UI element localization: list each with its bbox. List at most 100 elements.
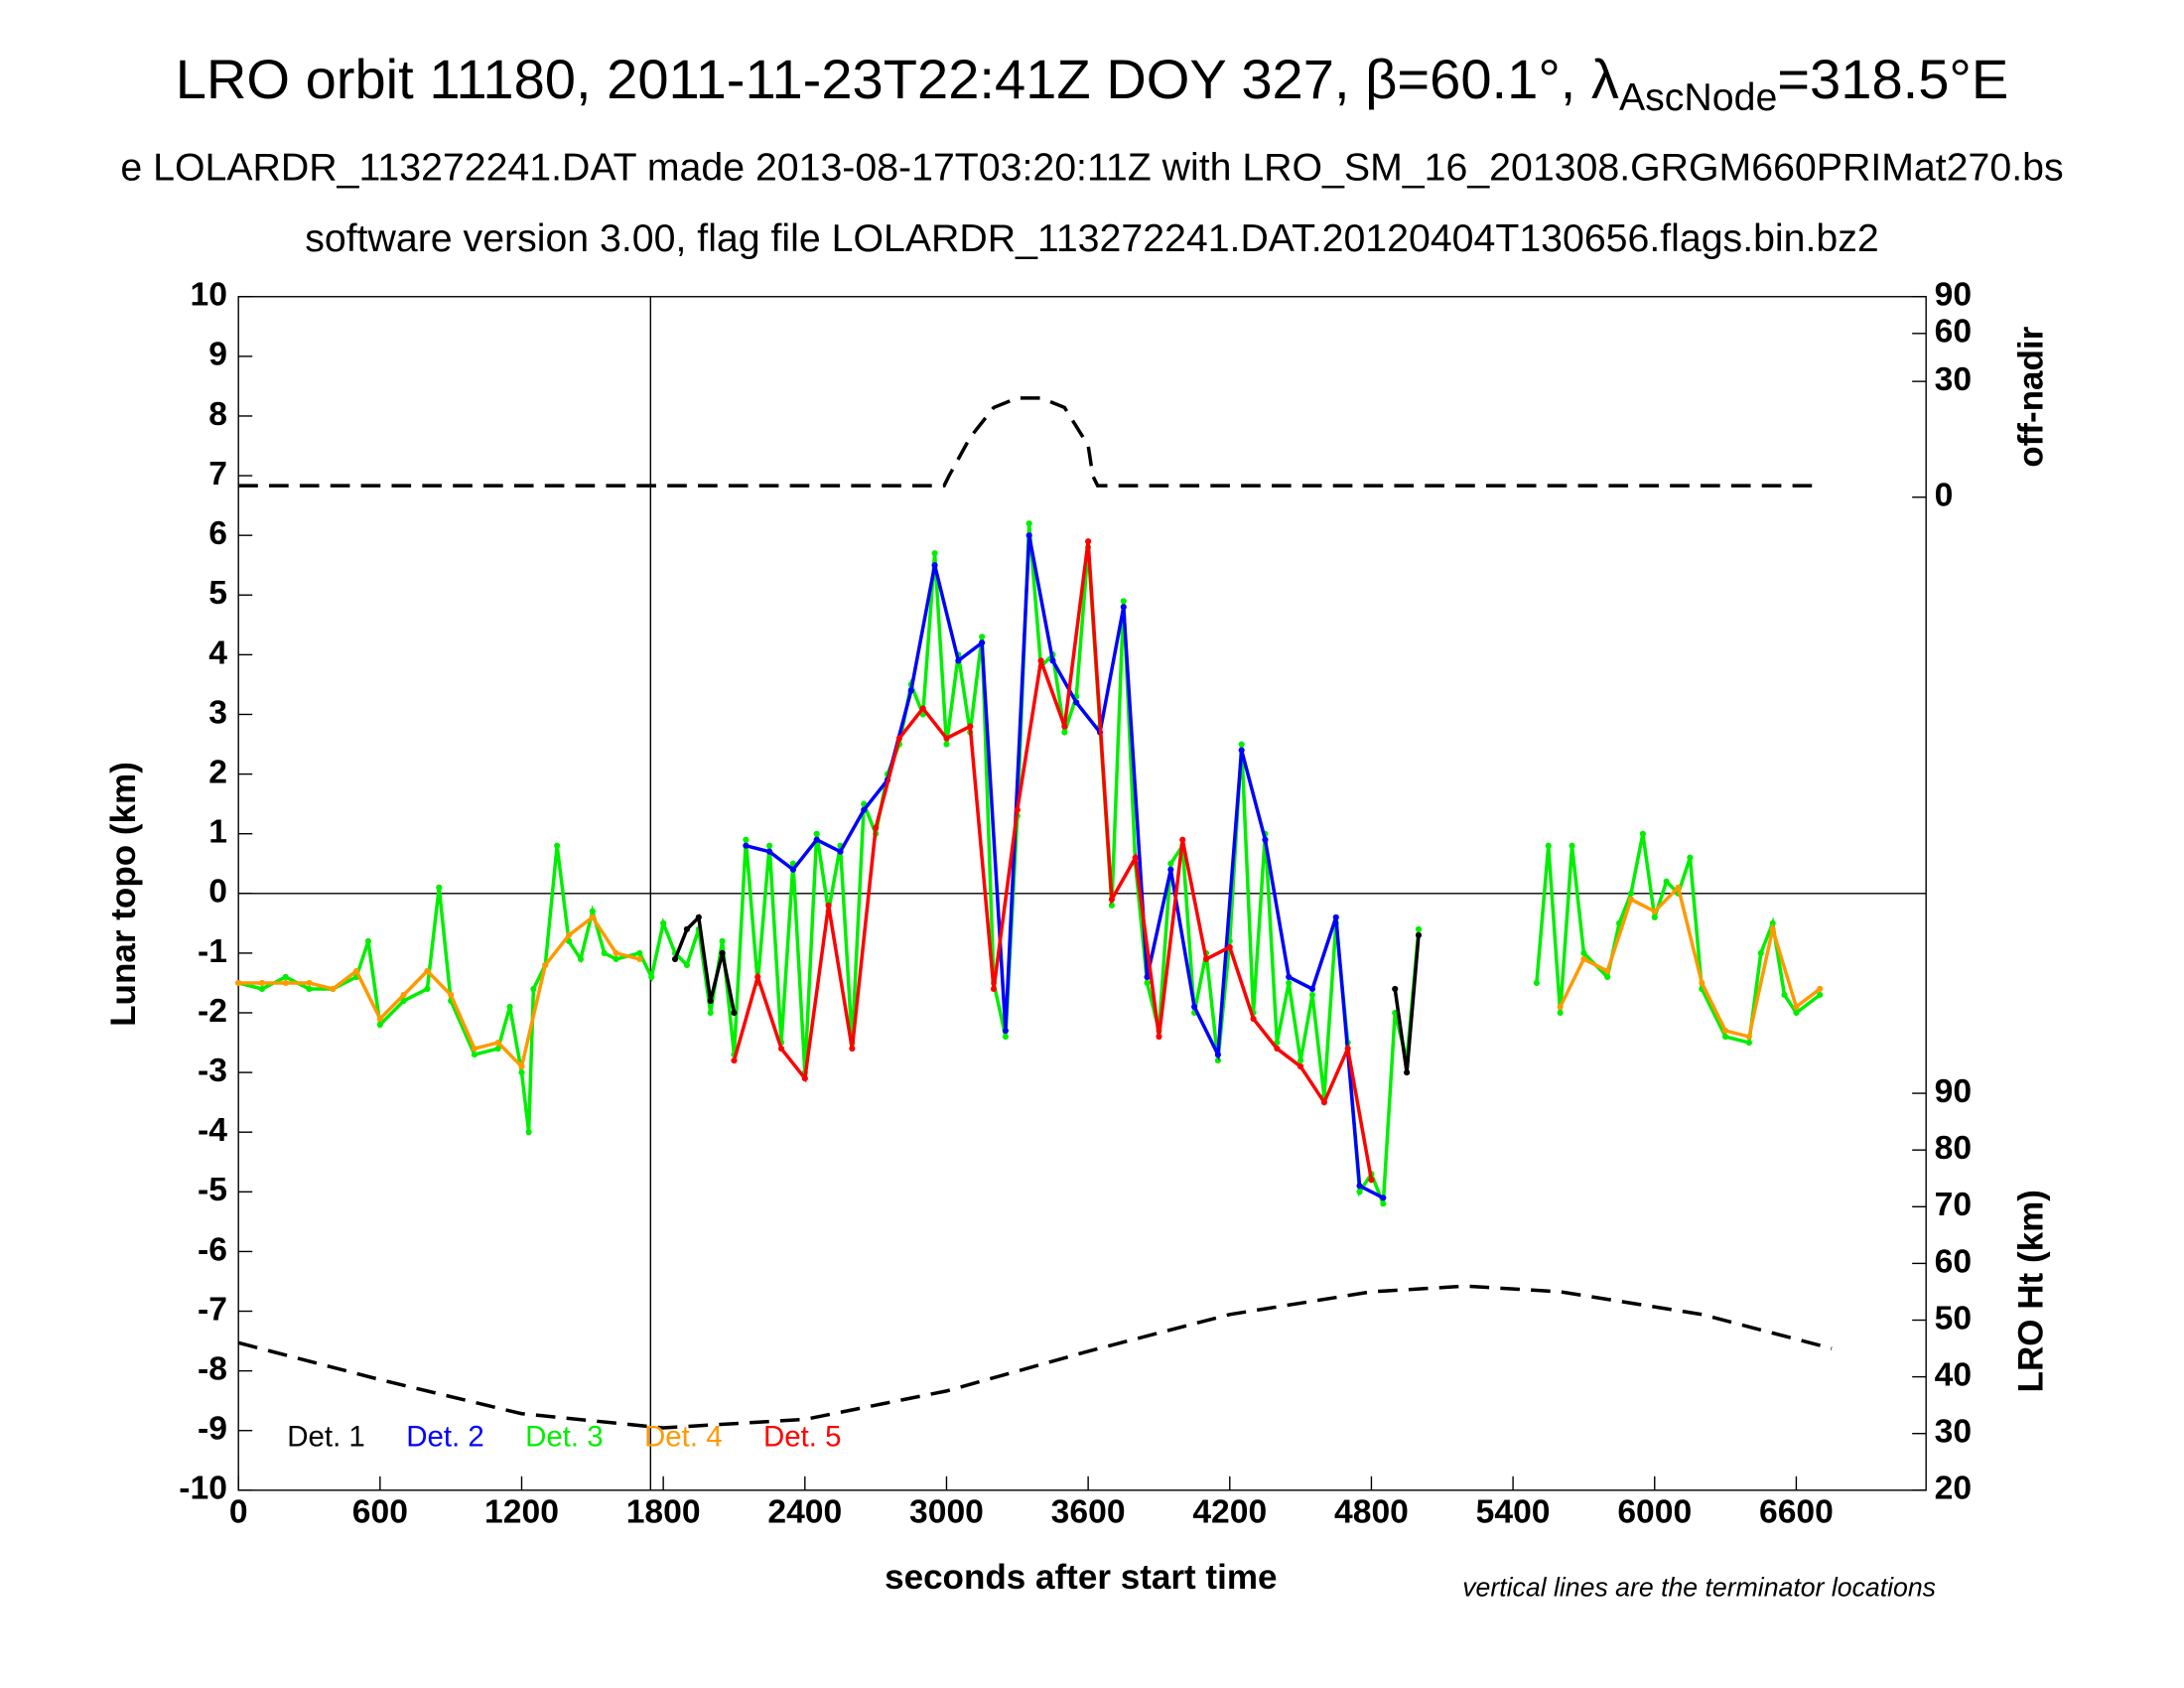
detector-point xyxy=(1557,1003,1564,1011)
detector-point xyxy=(530,985,537,993)
detector-point xyxy=(943,741,950,748)
detector-point xyxy=(683,925,691,932)
detector-point xyxy=(825,902,832,909)
detector-point xyxy=(789,866,797,873)
detector-point xyxy=(601,949,608,956)
detector-point xyxy=(1167,860,1174,867)
y-tick-label: -6 xyxy=(198,1231,227,1268)
detector-point xyxy=(895,735,903,742)
x-tick-label: 5400 xyxy=(1476,1494,1551,1531)
detector-point xyxy=(1817,985,1824,993)
detector-point xyxy=(1639,830,1646,837)
detector-point xyxy=(683,961,691,969)
detector-point xyxy=(613,955,619,962)
y-tick-label: 4 xyxy=(208,634,227,671)
detector-point xyxy=(1769,925,1776,932)
y-tick-label: 7 xyxy=(208,456,227,492)
detector-point xyxy=(525,1129,532,1136)
detector-point xyxy=(364,937,372,944)
detector-point xyxy=(1226,943,1233,950)
y-tick-label: -1 xyxy=(198,933,227,970)
detector-point xyxy=(1721,1033,1729,1041)
detector-point xyxy=(943,735,950,742)
legend-entry: Det. 1 xyxy=(287,1421,365,1454)
detector-point xyxy=(448,991,455,999)
detector-trace xyxy=(745,534,1385,1199)
detector-point xyxy=(743,836,750,843)
detector-point xyxy=(1745,1033,1752,1041)
detector-point xyxy=(1320,1099,1327,1106)
legend-entry: Det. 2 xyxy=(406,1421,484,1454)
detector-point xyxy=(471,1045,478,1053)
detector-point xyxy=(1144,979,1151,987)
title-main: LRO orbit 11180, 2011-11-23T22:41Z DOY 3… xyxy=(176,48,1619,110)
detector-point xyxy=(1404,1069,1411,1076)
detector-point xyxy=(731,1056,738,1064)
x-tick-label: 600 xyxy=(352,1494,408,1531)
detector-point xyxy=(1156,1033,1162,1041)
detector-point xyxy=(565,931,573,938)
detector-point xyxy=(352,967,360,975)
y2-tick-label: 30 xyxy=(1935,361,1972,398)
x-tick-label: 1800 xyxy=(626,1494,701,1531)
detector-point xyxy=(1202,955,1210,962)
detector-point xyxy=(424,985,431,993)
subtitle: software version 3.00, flag file LOLARDR… xyxy=(305,216,1878,260)
detector-point xyxy=(837,848,844,855)
detector-point xyxy=(1308,991,1316,999)
detector-point xyxy=(589,914,596,920)
detector-point xyxy=(1238,741,1245,748)
detector-point xyxy=(494,1045,501,1053)
detector-point xyxy=(707,1009,714,1017)
detector-point xyxy=(1356,1183,1363,1190)
subtitle: e LOLARDR_113272241.DAT made 2013-08-17T… xyxy=(120,145,2063,189)
detector-point xyxy=(1002,1033,1009,1041)
detector-trace xyxy=(237,523,1421,1204)
detector-point xyxy=(1286,973,1293,981)
detector-point xyxy=(1179,836,1186,843)
y-tick-label: 9 xyxy=(208,337,227,373)
detector-point xyxy=(1533,979,1540,987)
detector-point xyxy=(1651,914,1658,920)
x-tick-label: 3600 xyxy=(1051,1494,1126,1531)
detector-point xyxy=(1356,1189,1363,1196)
legend-entry: Det. 3 xyxy=(525,1421,604,1454)
y-tick-label: -10 xyxy=(179,1471,227,1507)
y-tick-label: -7 xyxy=(198,1291,227,1328)
legend-entry: Det. 5 xyxy=(763,1421,842,1454)
detector-point xyxy=(613,949,619,956)
y3-tick-label: 40 xyxy=(1935,1357,1972,1394)
detector-point xyxy=(766,842,773,849)
y-tick-label: -3 xyxy=(198,1053,227,1089)
y3-tick-label: 70 xyxy=(1935,1187,1972,1223)
detector-point xyxy=(919,705,926,712)
x-tick-label: 6600 xyxy=(1759,1494,1834,1531)
detector-point xyxy=(1415,925,1423,932)
y2-axis-label: off-nadir xyxy=(2011,326,2050,467)
detector-point xyxy=(648,973,655,981)
detector-point xyxy=(554,842,561,849)
detector-point xyxy=(1616,919,1623,926)
detector-point xyxy=(1604,967,1611,975)
detector-point xyxy=(330,985,337,993)
detector-point xyxy=(1721,1027,1729,1035)
detector-point xyxy=(931,550,938,557)
detector-point xyxy=(1415,931,1423,938)
detector-point xyxy=(979,633,986,640)
detector-point xyxy=(1569,842,1575,849)
detector-point xyxy=(636,955,643,962)
detector-point xyxy=(424,967,431,975)
detector-point xyxy=(731,1009,738,1017)
detector-trace xyxy=(732,540,1374,1181)
detector-point xyxy=(258,985,266,993)
legend-entry: Det. 4 xyxy=(644,1421,723,1454)
y3-tick-label: 20 xyxy=(1935,1471,1972,1507)
detector-point xyxy=(1214,1051,1221,1058)
y-tick-label: 10 xyxy=(191,277,227,314)
detector-point xyxy=(1817,991,1824,999)
detector-point xyxy=(719,937,726,944)
detector-point xyxy=(967,723,974,730)
detector-point xyxy=(1191,1003,1198,1011)
detector-point xyxy=(494,1039,501,1047)
